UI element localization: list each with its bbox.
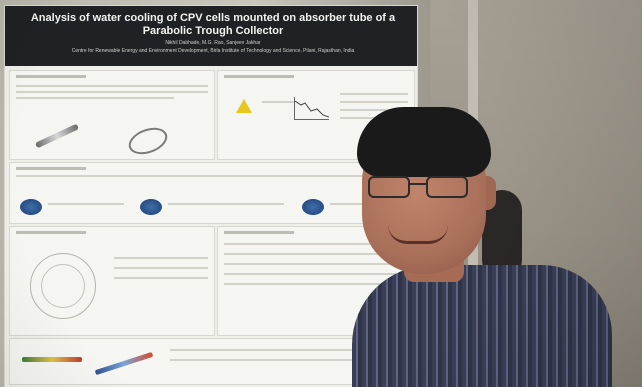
table-line — [224, 263, 408, 265]
method-step-icon — [302, 199, 324, 215]
panel-text-line — [340, 101, 408, 103]
panel-text-line — [114, 277, 208, 279]
panel-text-line — [114, 257, 208, 259]
table-line — [224, 253, 408, 255]
striped-shirt — [352, 265, 612, 387]
panel-text-line — [262, 101, 294, 103]
panel-text-line — [16, 91, 208, 93]
method-step-icon — [20, 199, 42, 215]
panel-text-line — [340, 93, 408, 95]
panel-text-line — [16, 85, 208, 87]
table-line — [224, 273, 408, 275]
panel-heading — [224, 231, 294, 234]
left-lens — [368, 176, 410, 198]
panel-heading — [16, 167, 86, 170]
panel-heading — [16, 231, 86, 234]
smile — [388, 225, 448, 244]
poster-authors: Nikhil Dabhade, M.G. Rao, Sanjeev Jakhar — [165, 40, 261, 46]
poster-affiliation: Centre for Renewable Energy and Environm… — [71, 48, 355, 54]
absorber-tube-figure — [34, 123, 80, 149]
poster-title: Analysis of water cooling of CPV cells m… — [30, 12, 396, 37]
panel-model — [9, 226, 215, 336]
panel-text-line — [168, 203, 284, 205]
color-scale-bar — [22, 357, 82, 362]
warning-icon — [236, 99, 252, 113]
panel-heading — [16, 75, 86, 78]
panel-text-line — [48, 203, 124, 205]
panel-methodology — [9, 162, 415, 224]
coil-figure — [125, 122, 171, 160]
line-graph-figure — [294, 97, 329, 120]
panel-text-line — [170, 349, 408, 351]
table-line — [224, 283, 408, 285]
color-scale-bar — [94, 351, 154, 376]
eyeglasses — [368, 176, 478, 198]
panel-text-line — [170, 359, 408, 361]
right-lens — [426, 176, 468, 198]
panel-conclusion — [9, 338, 415, 385]
glasses-bridge — [408, 183, 426, 185]
panel-text-line — [114, 267, 208, 269]
panel-text-line — [340, 109, 408, 111]
poster-header: Analysis of water cooling of CPV cells m… — [5, 6, 417, 66]
hair — [357, 107, 491, 177]
panel-heading — [224, 75, 294, 78]
panel-text-line — [16, 175, 408, 177]
panel-introduction — [9, 70, 215, 160]
panel-text-line — [16, 97, 174, 99]
circular-diagram — [30, 253, 96, 319]
table-line — [224, 243, 408, 245]
line-graph-svg — [295, 100, 329, 118]
method-step-icon — [140, 199, 162, 215]
